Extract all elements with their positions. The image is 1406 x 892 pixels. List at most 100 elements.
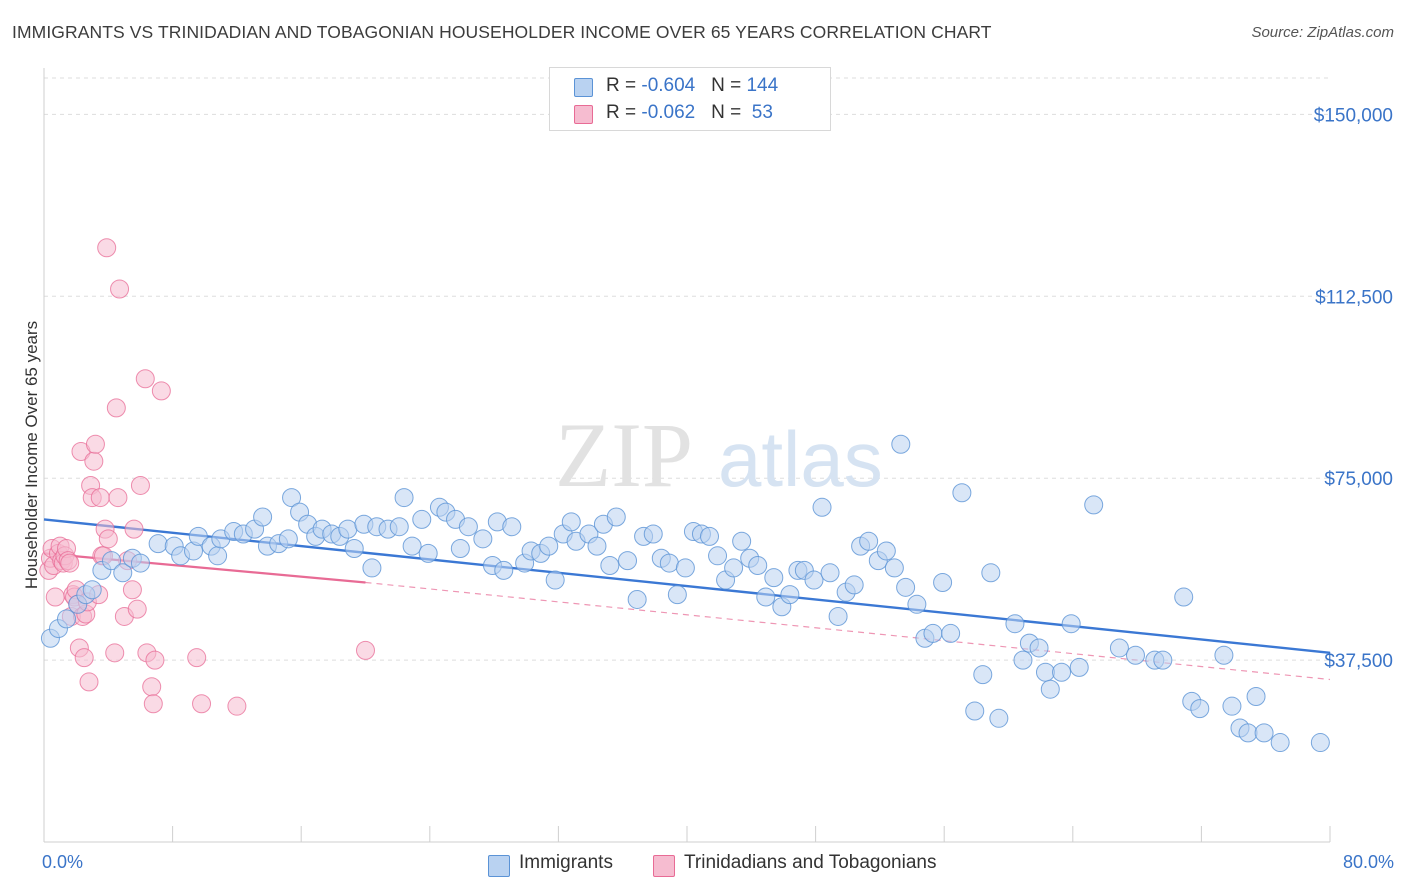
y-tick-labels: $37,500 $75,000 $112,500 $150,000 <box>1314 105 1393 672</box>
point-immigrants-99 <box>876 541 896 561</box>
point-immigrants-36 <box>362 558 382 578</box>
point-immigrants-52 <box>494 560 514 580</box>
point-immigrants-2 <box>57 609 77 629</box>
point-immigrants-130 <box>1214 645 1234 665</box>
point-immigrants-77 <box>700 526 720 546</box>
point-immigrants-101 <box>891 434 911 454</box>
point-immigrants-39 <box>389 517 409 537</box>
chart-source: Source: ZipAtlas.com <box>1251 24 1394 41</box>
point-immigrants-48 <box>458 517 478 537</box>
point-trinidadian-55 <box>356 640 375 660</box>
point-immigrants-116 <box>1029 638 1049 658</box>
point-immigrants-84 <box>756 587 776 607</box>
point-immigrants-129 <box>1190 699 1210 719</box>
point-trinidadian-4 <box>45 587 65 607</box>
point-immigrants-100 <box>884 558 904 578</box>
legend-stats-trinidadian: R = -0.062 N = 53 <box>606 102 773 123</box>
trend-line-immigrants <box>43 518 1331 655</box>
point-immigrants-5 <box>82 580 102 600</box>
y-axis-label: Householder Income Over 65 years <box>22 320 41 590</box>
series-trinidadian-points <box>39 238 375 716</box>
point-trinidadian-41 <box>124 519 144 539</box>
point-immigrants-110 <box>973 665 993 685</box>
watermark: ZIP atlas <box>555 404 883 506</box>
point-immigrants-133 <box>1238 723 1258 743</box>
point-trinidadian-12 <box>60 553 80 573</box>
point-immigrants-92 <box>820 563 840 583</box>
point-immigrants-136 <box>1270 733 1290 753</box>
point-immigrants-90 <box>804 570 824 590</box>
point-immigrants-8 <box>113 563 133 583</box>
legend-stats-immigrants: R = -0.604 N = 144 <box>606 75 779 96</box>
point-immigrants-41 <box>402 536 422 556</box>
point-immigrants-113 <box>1005 614 1025 634</box>
point-immigrants-22 <box>253 507 273 527</box>
point-trinidadian-49 <box>97 238 117 258</box>
point-immigrants-107 <box>941 623 961 643</box>
point-immigrants-109 <box>965 701 985 721</box>
point-trinidadian-46 <box>142 677 162 697</box>
point-immigrants-58 <box>545 570 565 590</box>
point-immigrants-33 <box>338 519 358 539</box>
point-immigrants-91 <box>812 497 832 517</box>
point-trinidadian-27 <box>84 451 104 471</box>
bottom-legend-label-immigrants: Immigrants <box>519 852 613 873</box>
point-trinidadian-30 <box>90 488 110 508</box>
point-immigrants-10 <box>130 553 150 573</box>
point-immigrants-11 <box>148 534 168 554</box>
bottom-legend-swatch-immigrants <box>488 855 510 877</box>
point-immigrants-112 <box>989 708 1009 728</box>
correlation-legend: R = -0.604 N = 144 R = -0.062 N = 53 <box>549 67 831 131</box>
point-immigrants-74 <box>675 558 695 578</box>
point-immigrants-65 <box>600 556 620 576</box>
point-immigrants-131 <box>1222 696 1242 716</box>
point-trinidadian-40 <box>122 580 142 600</box>
chart-title: IMMIGRANTS VS TRINIDADIAN AND TOBAGONIAN… <box>12 22 992 42</box>
point-immigrants-67 <box>618 551 638 571</box>
series-immigrants-points <box>40 434 1330 753</box>
point-trinidadian-43 <box>130 475 150 495</box>
point-immigrants-93 <box>828 606 848 626</box>
point-trinidadian-24 <box>79 672 99 692</box>
point-immigrants-119 <box>1052 662 1072 682</box>
point-immigrants-17 <box>208 546 228 566</box>
point-immigrants-57 <box>539 536 559 556</box>
point-immigrants-137 <box>1310 733 1330 753</box>
point-immigrants-26 <box>282 488 302 508</box>
x-tick-label-min: 0.0% <box>42 852 84 872</box>
y-tick-label-3: $150,000 <box>1314 105 1393 126</box>
point-immigrants-114 <box>1013 650 1033 670</box>
point-immigrants-25 <box>278 529 298 549</box>
point-immigrants-34 <box>344 539 364 559</box>
bottom-legend-label-trinidadian: Trinidadians and Tobagonians <box>684 852 937 873</box>
point-immigrants-134 <box>1246 686 1266 706</box>
point-immigrants-87 <box>780 585 800 605</box>
point-trinidadian-34 <box>98 529 118 549</box>
point-trinidadian-36 <box>106 398 126 418</box>
point-trinidadian-48 <box>110 279 130 299</box>
legend-swatch-trinidadian <box>574 105 593 124</box>
watermark-zip: ZIP <box>555 404 693 506</box>
point-immigrants-126 <box>1153 650 1173 670</box>
point-immigrants-124 <box>1125 645 1145 665</box>
point-immigrants-121 <box>1069 657 1089 677</box>
point-immigrants-97 <box>859 531 879 551</box>
point-immigrants-111 <box>981 563 1001 583</box>
trend-line-trinidadian <box>43 552 366 584</box>
point-immigrants-72 <box>659 553 679 573</box>
point-trinidadian-53 <box>143 694 163 714</box>
point-trinidadian-52 <box>187 648 207 668</box>
y-tick-label-2: $112,500 <box>1315 287 1393 308</box>
point-immigrants-78 <box>708 546 728 566</box>
point-immigrants-49 <box>473 529 493 549</box>
point-immigrants-80 <box>724 558 744 578</box>
point-trinidadian-54 <box>227 696 247 716</box>
point-immigrants-43 <box>418 543 438 563</box>
point-immigrants-63 <box>587 536 607 556</box>
point-trinidadian-47 <box>145 650 165 670</box>
point-immigrants-108 <box>952 483 972 503</box>
point-immigrants-103 <box>907 594 927 614</box>
point-immigrants-120 <box>1061 614 1081 634</box>
legend-swatch-immigrants <box>574 78 593 97</box>
